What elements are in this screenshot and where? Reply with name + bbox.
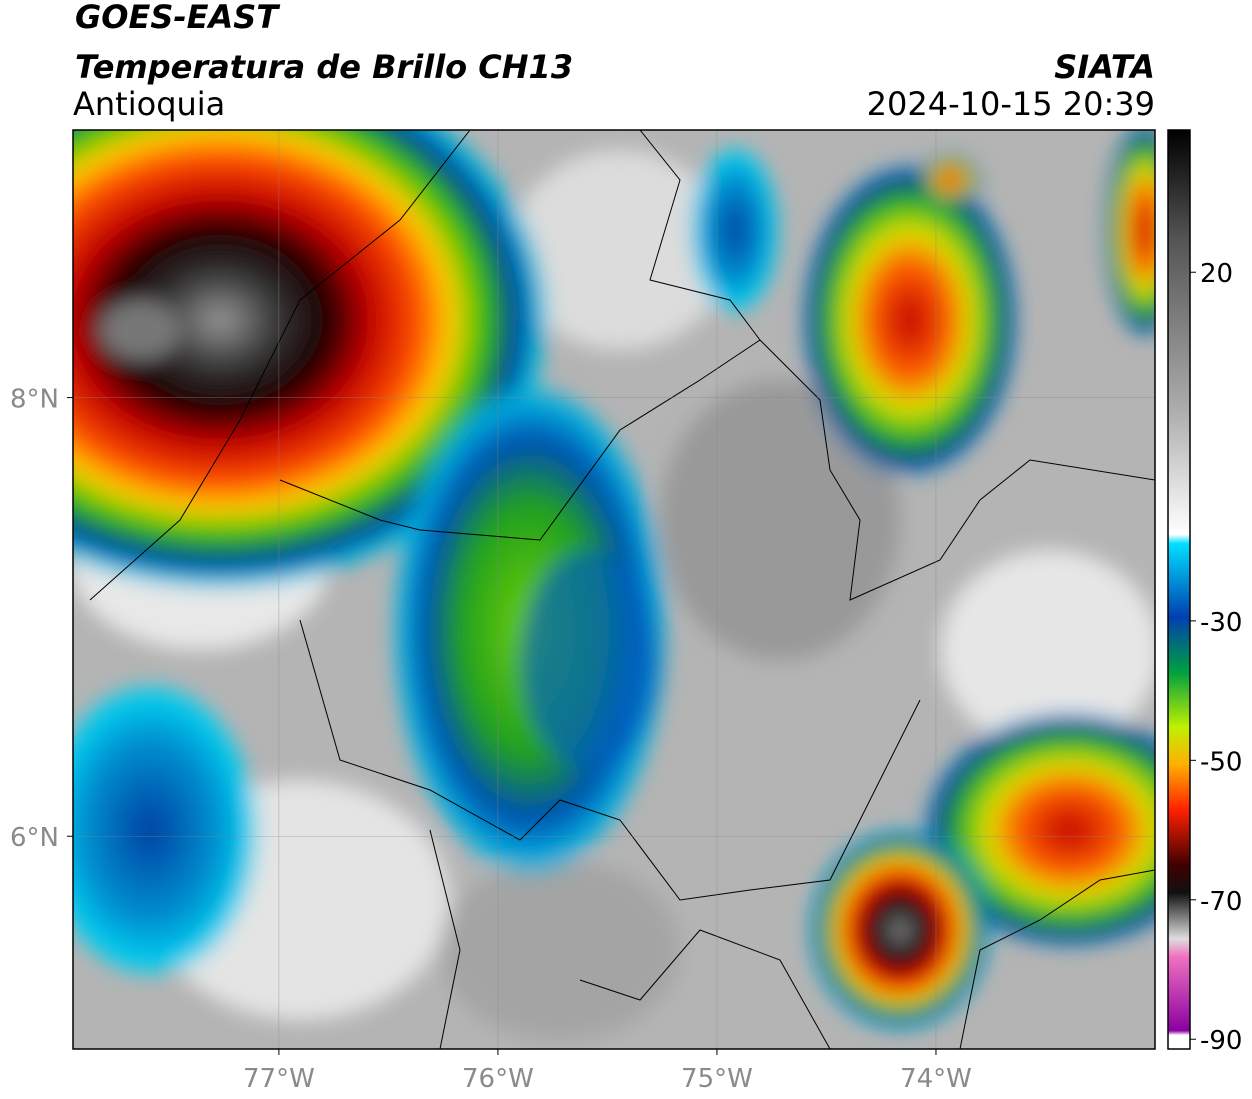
colorbar-label: -90	[1200, 1026, 1242, 1056]
colorbar-label: 20	[1200, 259, 1233, 289]
x-tick-label: 74°W	[900, 1064, 972, 1094]
timestamp: 2024-10-15 20:39	[867, 85, 1155, 123]
colorbar-label: -70	[1200, 887, 1242, 917]
y-tick-label: 6°N	[10, 823, 59, 853]
x-tick-label: 77°W	[243, 1064, 315, 1094]
grid	[73, 130, 1155, 1049]
y-tick-label: 8°N	[10, 385, 59, 415]
source: SIATA	[1054, 48, 1155, 86]
region: Antioquia	[73, 85, 225, 123]
colorbar-label: -50	[1200, 747, 1242, 777]
satellite-image	[73, 130, 1155, 1049]
colorbar-label: -30	[1200, 608, 1242, 638]
x-tick-label: 76°W	[462, 1064, 534, 1094]
colorbar	[1167, 129, 1191, 1050]
map-frame	[72, 129, 1156, 1050]
x-tick-label: 75°W	[681, 1064, 753, 1094]
title: GOES-EAST	[75, 0, 280, 36]
subtitle: Temperatura de Brillo CH13	[75, 48, 573, 86]
